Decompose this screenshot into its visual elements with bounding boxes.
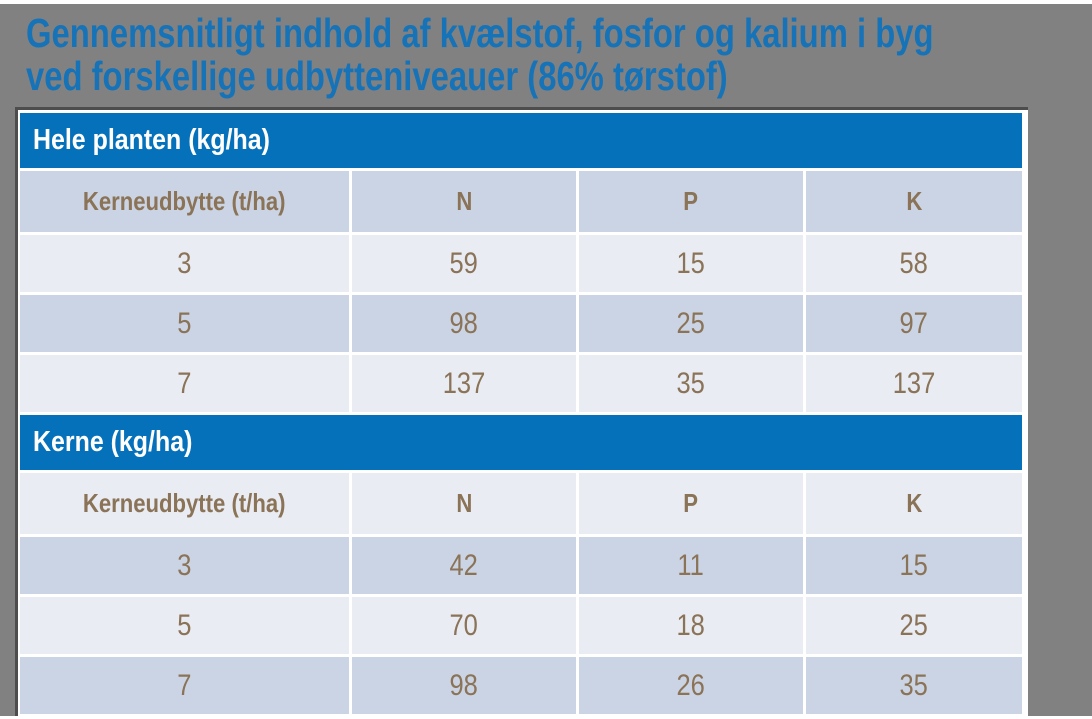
- cell-n: 70: [352, 597, 576, 654]
- cell-n: 98: [352, 657, 576, 714]
- column-header-row: Kerneudbytte (t/ha) N P K: [20, 473, 1022, 534]
- table-row: 7 98 26 35: [20, 657, 1022, 714]
- cell-k: 25: [806, 597, 1022, 654]
- page-title-line-2: ved forskellige udbytteniveauer (86% tør…: [26, 53, 728, 99]
- table-row: 5 98 25 97: [20, 295, 1022, 352]
- section-header-hele-planten: Hele planten (kg/ha): [20, 113, 1022, 168]
- nutrient-table: Hele planten (kg/ha) Kerneudbytte (t/ha)…: [15, 107, 1028, 719]
- column-header-n: N: [352, 171, 576, 232]
- page-title: Gennemsnitligt indhold af kvælstof, fosf…: [26, 12, 1092, 98]
- column-header-kerneudbytte: Kerneudbytte (t/ha): [20, 171, 349, 232]
- cell-yield: 3: [20, 537, 349, 594]
- cell-p: 26: [579, 657, 803, 714]
- cell-yield: 5: [20, 295, 349, 352]
- column-header-p: P: [579, 171, 803, 232]
- cell-p: 15: [579, 235, 803, 292]
- column-header-row: Kerneudbytte (t/ha) N P K: [20, 171, 1022, 232]
- cell-yield: 3: [20, 235, 349, 292]
- cell-k: 137: [806, 355, 1022, 412]
- column-header-k: K: [806, 171, 1022, 232]
- cell-yield: 7: [20, 657, 349, 714]
- table-row: 3 59 15 58: [20, 235, 1022, 292]
- cell-yield: 7: [20, 355, 349, 412]
- cell-p: 18: [579, 597, 803, 654]
- column-header-n: N: [352, 473, 576, 534]
- page-title-line-1: Gennemsnitligt indhold af kvælstof, fosf…: [26, 10, 934, 56]
- table-row: 7 137 35 137: [20, 355, 1022, 412]
- cell-n: 59: [352, 235, 576, 292]
- table-row: 5 70 18 25: [20, 597, 1022, 654]
- table-row: 3 42 11 15: [20, 537, 1022, 594]
- slide-top-border: [0, 0, 1092, 4]
- cell-k: 35: [806, 657, 1022, 714]
- cell-p: 11: [579, 537, 803, 594]
- cell-k: 97: [806, 295, 1022, 352]
- slide-bottom-border: [0, 716, 1092, 719]
- column-header-k: K: [806, 473, 1022, 534]
- section-header-kerne: Kerne (kg/ha): [20, 415, 1022, 470]
- cell-k: 58: [806, 235, 1022, 292]
- cell-yield: 5: [20, 597, 349, 654]
- column-header-p: P: [579, 473, 803, 534]
- column-header-kerneudbytte: Kerneudbytte (t/ha): [20, 473, 349, 534]
- cell-k: 15: [806, 537, 1022, 594]
- cell-p: 35: [579, 355, 803, 412]
- cell-n: 98: [352, 295, 576, 352]
- cell-p: 25: [579, 295, 803, 352]
- cell-n: 137: [352, 355, 576, 412]
- cell-n: 42: [352, 537, 576, 594]
